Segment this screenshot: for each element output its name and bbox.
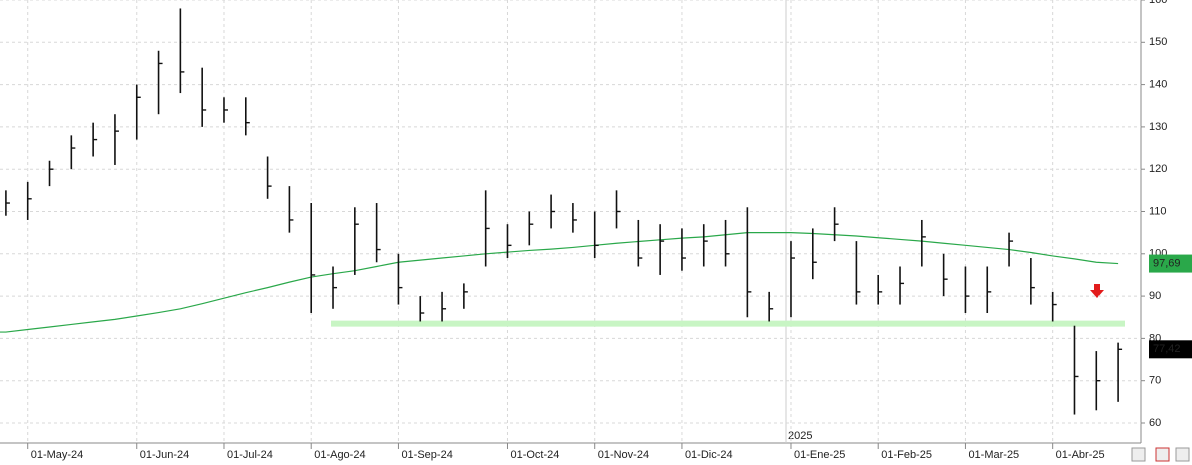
y-tick-label: 140 (1149, 79, 1167, 91)
x-tick-label: 01-Ago-24 (314, 449, 365, 461)
y-tick-label: 160 (1149, 0, 1167, 6)
last-value-label: 97,69 (1153, 257, 1181, 269)
y-tick-label: 60 (1149, 417, 1161, 429)
x-tick-label: 01-Oct-24 (510, 449, 559, 461)
x-tick-label: 01-May-24 (31, 449, 84, 461)
x-tick-label: 01-Sep-24 (401, 449, 452, 461)
x-tick-label: 01-Abr-25 (1056, 449, 1105, 461)
y-tick-label: 70 (1149, 375, 1161, 387)
last-value-label: 77,42 (1153, 343, 1181, 355)
year-marker: 2025 (788, 430, 812, 442)
y-tick-label: 90 (1149, 290, 1161, 302)
y-tick-label: 120 (1149, 163, 1167, 175)
icon-button[interactable] (1131, 447, 1146, 462)
x-tick-label: 01-Mar-25 (968, 449, 1019, 461)
y-tick-label: 130 (1149, 121, 1167, 133)
y-tick-label: 150 (1149, 36, 1167, 48)
x-tick-label: 01-Feb-25 (881, 449, 932, 461)
icon-button[interactable] (1155, 447, 1170, 462)
arrow-icon (1090, 284, 1104, 298)
x-tick-label: 01-Jun-24 (140, 449, 190, 461)
x-tick-label: 01-Jul-24 (227, 449, 273, 461)
last-value-box (1149, 340, 1192, 359)
y-tick-label: 110 (1149, 205, 1167, 217)
x-tick-label: 01-Dic-24 (685, 449, 733, 461)
moving-average (0, 232, 1119, 333)
icon-button[interactable] (1175, 447, 1190, 462)
x-tick-label: 01-Nov-24 (598, 449, 649, 461)
last-value-box (1149, 254, 1192, 273)
x-tick-label: 01-Ene-25 (794, 449, 845, 461)
